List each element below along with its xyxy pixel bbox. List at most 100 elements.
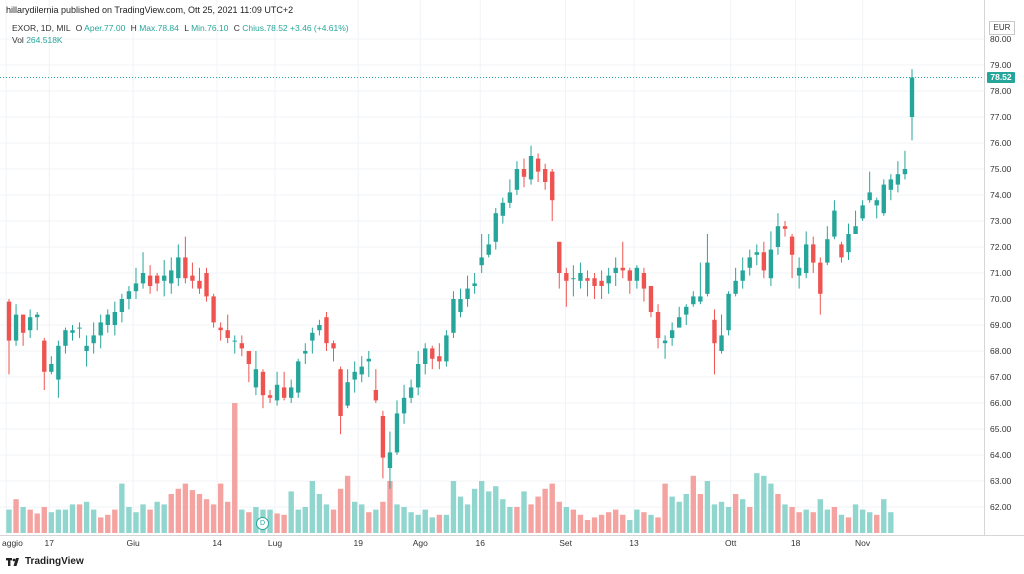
- candle-body: [296, 361, 301, 393]
- candle: [719, 314, 724, 354]
- candle-body: [606, 275, 611, 284]
- volume-bar: [655, 517, 661, 533]
- candle: [895, 161, 901, 193]
- volume-bar: [535, 496, 541, 533]
- volume-bars: [6, 403, 894, 533]
- candle: [557, 241, 562, 289]
- candle: [197, 267, 202, 294]
- candle-body: [77, 327, 82, 329]
- candle: [253, 351, 259, 396]
- candle-body: [514, 169, 520, 190]
- volume-bar: [154, 501, 160, 533]
- currency-badge[interactable]: EUR: [989, 21, 1015, 35]
- volume-bar: [613, 509, 619, 533]
- open-value: Aper.77.00: [84, 23, 126, 33]
- candle-body: [733, 280, 738, 294]
- volume-bar: [344, 475, 351, 533]
- candle: [119, 293, 125, 323]
- candle-body: [493, 213, 498, 242]
- candle: [648, 286, 654, 318]
- time-axis[interactable]: aggio 17 Giu 14 Lug 19 Ago 16 Set 13 Ott 18 Nov: [2, 538, 871, 548]
- candle: [296, 358, 301, 398]
- volume-bar: [754, 473, 760, 533]
- candle-body: [528, 156, 534, 180]
- candle: [613, 257, 618, 286]
- candle: [535, 153, 541, 182]
- candle-body: [768, 249, 774, 279]
- tradingview-logo[interactable]: TradingView: [6, 556, 84, 567]
- volume-bar: [168, 494, 174, 533]
- volume-bar: [725, 507, 732, 533]
- candle-body: [310, 332, 315, 341]
- candle-body: [620, 267, 625, 271]
- volume-bar: [217, 483, 224, 533]
- candle: [162, 260, 167, 297]
- candle-body: [423, 348, 428, 364]
- price-axis[interactable]: 80.00 79.00 78.00 77.00 76.00 75.00 74.00 73.00…: [990, 34, 1012, 512]
- time-tick-label: aggio: [2, 538, 23, 548]
- candle-body: [246, 351, 252, 364]
- symbol-name[interactable]: EXOR, 1D, MIL: [12, 23, 71, 33]
- published-caption: hillarydilernia published on TradingView…: [6, 5, 294, 15]
- candle: [789, 234, 795, 279]
- candle-body: [366, 358, 371, 362]
- candle: [49, 356, 54, 375]
- candle-body: [197, 280, 202, 289]
- candle-body: [112, 312, 118, 325]
- candle: [606, 267, 611, 294]
- candle-body: [726, 293, 731, 331]
- price-tick-label: 69.00: [990, 320, 1012, 330]
- candle-body: [225, 330, 230, 338]
- candle-body: [239, 343, 244, 349]
- candle: [564, 267, 569, 307]
- candle: [585, 270, 590, 297]
- volume-bar: [140, 504, 146, 533]
- candle-body: [811, 244, 816, 263]
- candle-body: [84, 345, 89, 351]
- volume-bar: [620, 514, 626, 533]
- candle-body: [140, 273, 146, 284]
- candle-body: [387, 452, 393, 468]
- candle: [42, 338, 47, 390]
- candle-body: [592, 278, 597, 286]
- candle: [655, 304, 661, 349]
- candle: [909, 69, 915, 141]
- time-tick-label: Lug: [268, 538, 282, 548]
- volume-bar: [648, 514, 654, 533]
- candle: [13, 304, 19, 346]
- volume-bar: [888, 512, 894, 533]
- candle-body: [253, 369, 259, 388]
- candle: [63, 327, 68, 354]
- open-label: O: [75, 23, 83, 33]
- candle-body: [712, 319, 717, 344]
- candle: [550, 169, 555, 221]
- candle-body: [232, 340, 237, 342]
- volume-bar: [225, 501, 231, 533]
- volume-bar: [288, 491, 294, 533]
- candle-body: [147, 275, 153, 286]
- volume-bar: [874, 514, 880, 533]
- candle-body: [27, 317, 33, 331]
- candle-body: [585, 278, 590, 281]
- candle: [521, 158, 527, 188]
- candle-body: [705, 262, 710, 294]
- candle-body: [63, 330, 68, 346]
- candle-body: [331, 343, 336, 349]
- price-tick-label: 79.00: [990, 60, 1012, 70]
- candle: [592, 273, 597, 299]
- dividend-marker[interactable]: D: [256, 517, 269, 530]
- candle-body: [105, 314, 110, 325]
- volume-bar: [641, 512, 647, 533]
- volume-bar: [309, 481, 316, 533]
- volume-bar: [591, 517, 598, 533]
- volume-bar: [831, 507, 838, 533]
- volume-bar: [119, 483, 125, 533]
- candle-body: [550, 171, 555, 201]
- time-tick-label: 13: [629, 538, 639, 548]
- volume-bar: [373, 509, 379, 533]
- candle: [493, 208, 498, 250]
- candle: [331, 340, 336, 362]
- price-tick-label: 62.00: [990, 502, 1012, 512]
- candle-body: [669, 330, 675, 338]
